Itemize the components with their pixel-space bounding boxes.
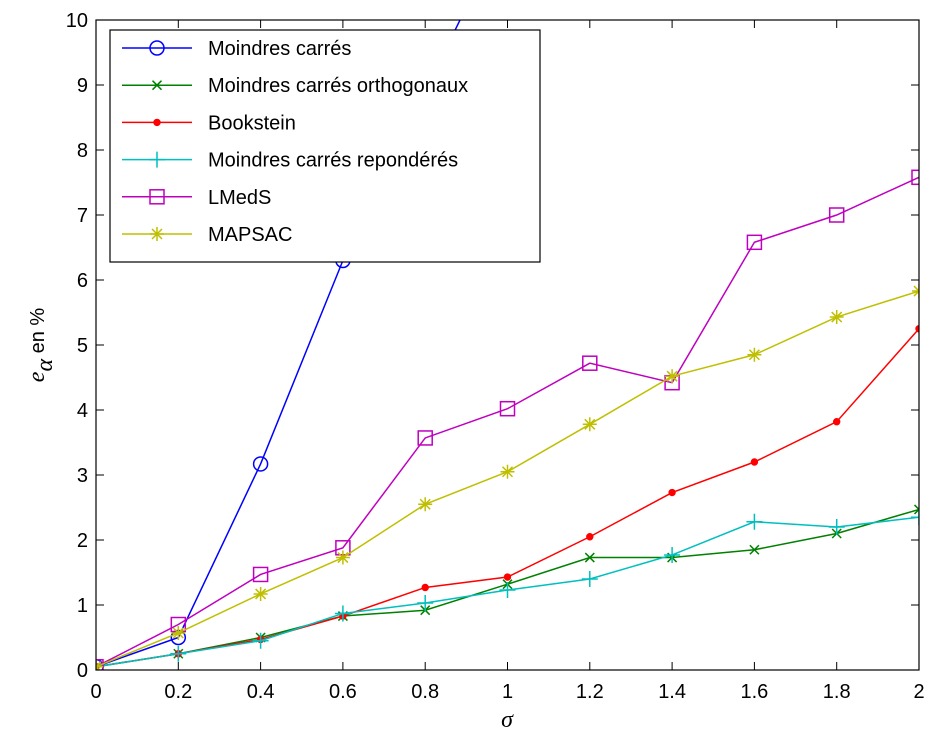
- legend-marker: [153, 118, 161, 127]
- data-point: [582, 355, 598, 371]
- legend-entry: MAPSAC: [122, 224, 292, 246]
- data-point: [335, 550, 350, 565]
- legend-entry: Moindres carrés: [122, 38, 351, 60]
- y-tick-label: 4: [77, 400, 88, 422]
- data-point: [829, 310, 844, 325]
- data-point: [171, 625, 186, 640]
- y-tick-label: 6: [77, 270, 88, 292]
- data-point: [668, 488, 676, 497]
- data-point: [499, 400, 516, 417]
- x-tick-label: 0.6: [329, 681, 357, 703]
- data-point: [747, 347, 762, 362]
- data-point: [750, 458, 759, 466]
- data-point: [581, 571, 598, 587]
- data-point: [417, 595, 434, 612]
- data-point: [913, 504, 919, 515]
- legend-entry: LMedS: [122, 187, 271, 209]
- legend-marker: [149, 151, 165, 168]
- legend-entry: Moindres carrés repondérés: [122, 150, 458, 172]
- x-axis-label: σ: [501, 707, 514, 733]
- y-axis-label: eα en %: [24, 308, 58, 383]
- data-point: [252, 632, 269, 649]
- legend-entry: Bookstein: [122, 112, 296, 134]
- series-mapsac: [96, 284, 919, 670]
- x-tick-label: 0: [90, 681, 101, 703]
- x-tick-label: 1.4: [658, 681, 686, 703]
- legend: Moindres carrés Moindres carrés orthogona…: [109, 29, 541, 263]
- y-tick-label: 7: [77, 205, 88, 227]
- data-point: [911, 509, 919, 526]
- legend-label: Moindres carrés: [208, 38, 351, 60]
- legend-marker: [151, 80, 163, 91]
- data-point: [503, 573, 512, 581]
- data-point: [664, 546, 681, 563]
- data-point: [828, 207, 845, 223]
- y-tick-label: 10: [66, 10, 88, 32]
- data-point: [253, 586, 268, 601]
- data-point: [746, 234, 763, 251]
- data-point: [252, 456, 269, 472]
- y-axis-label-symbol: e: [24, 371, 50, 382]
- legend-label: Bookstein: [208, 112, 296, 134]
- data-point: [665, 369, 680, 384]
- data-point: [500, 464, 515, 479]
- data-point: [911, 169, 919, 186]
- y-tick-label: 5: [77, 335, 88, 357]
- data-point: [334, 605, 351, 622]
- x-tick-label: 1.6: [740, 681, 768, 703]
- x-tick-label: 0.4: [247, 681, 275, 703]
- y-axis-label-rest: en %: [27, 308, 49, 359]
- data-point: [252, 566, 269, 583]
- data-point: [582, 417, 597, 432]
- x-tick-label: 0.8: [411, 681, 439, 703]
- legend-label: LMedS: [208, 187, 271, 209]
- data-point: [586, 533, 594, 541]
- x-tick-label: 1.8: [823, 681, 851, 703]
- data-point: [417, 430, 433, 446]
- legend-label: Moindres carrés repondérés: [208, 150, 458, 172]
- data-point: [746, 513, 763, 530]
- series-line: [96, 20, 461, 668]
- y-tick-label: 2: [77, 530, 88, 552]
- y-tick-label: 0: [77, 660, 88, 682]
- data-point: [421, 583, 429, 592]
- data-point: [584, 552, 595, 563]
- legend-marker: [149, 40, 165, 56]
- x-tick-label: 2: [913, 681, 924, 703]
- y-tick-label: 9: [77, 75, 88, 97]
- legend-entry: Moindres carrés orthogonaux: [122, 75, 468, 97]
- data-point: [170, 645, 187, 662]
- series-line: [96, 176, 919, 668]
- x-tick-label: 1: [502, 681, 513, 703]
- x-tick-label: 1.2: [576, 681, 604, 703]
- y-axis-label-subscript: α: [32, 359, 58, 372]
- data-point: [833, 418, 841, 426]
- y-tick-label: 8: [77, 140, 88, 162]
- data-point: [499, 582, 516, 599]
- legend-box: [109, 29, 541, 263]
- data-point: [749, 544, 760, 555]
- legend-marker: [149, 189, 165, 205]
- data-point: [418, 497, 433, 512]
- data-point: [828, 519, 845, 535]
- x-tick-label: 0.2: [164, 681, 192, 703]
- legend-marker: [150, 227, 164, 241]
- y-tick-label: 1: [77, 595, 88, 617]
- y-tick-label: 3: [77, 465, 88, 487]
- legend-label: MAPSAC: [208, 224, 292, 246]
- legend-label: Moindres carrés orthogonaux: [208, 75, 468, 97]
